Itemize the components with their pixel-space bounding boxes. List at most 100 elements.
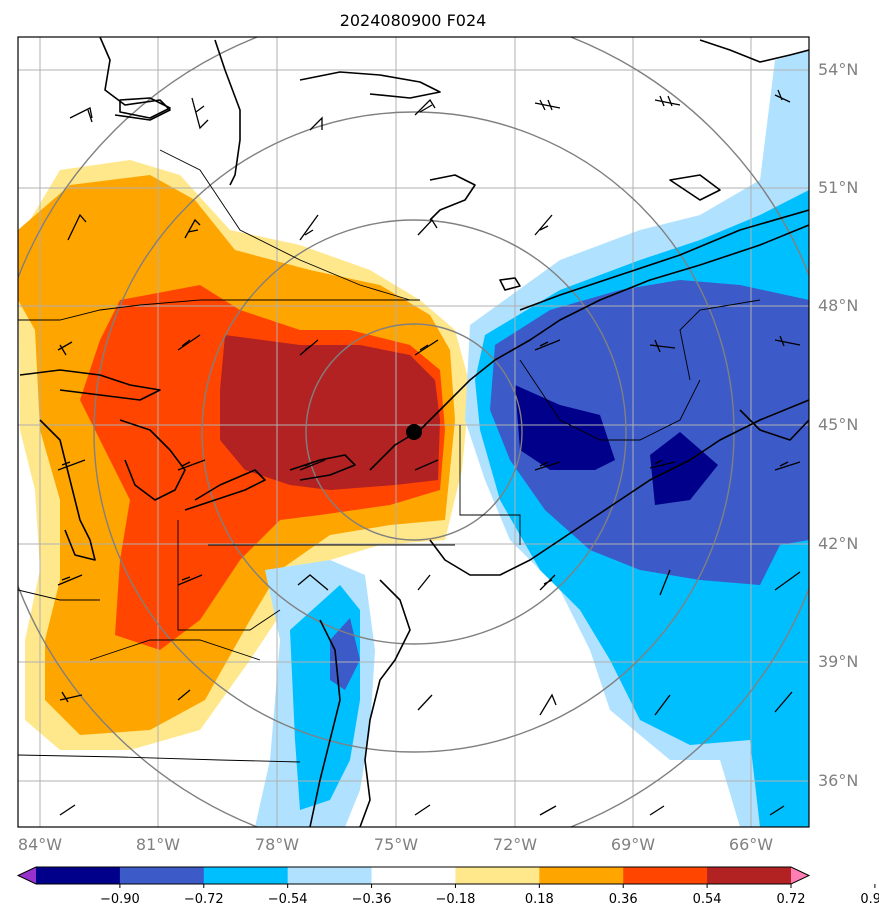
wind-barb (417, 218, 438, 236)
wind-barb (299, 459, 326, 471)
wind-barb (177, 334, 201, 351)
wind-barb (769, 805, 785, 816)
coastline-labrador (699, 39, 809, 63)
wind-barb (774, 571, 801, 591)
wind-barb (177, 689, 191, 701)
coastline-lake-ontario (289, 454, 356, 481)
wind-barb (417, 574, 431, 591)
coastline-gulf-st-lawrence (519, 209, 809, 311)
map-title: 2024080900 F024 (340, 11, 487, 30)
wind-barbs (57, 89, 801, 816)
coastline-new-england (429, 399, 809, 576)
wind-barb (177, 574, 203, 586)
wind-barb (649, 805, 665, 816)
colorbar-tick-label: 0.72 (777, 892, 806, 907)
lon-label: 66°W (729, 835, 773, 854)
wind-barb (69, 107, 93, 123)
boundary-ontario-quebec (159, 149, 411, 301)
colorbar-segment (539, 867, 624, 884)
wind-barb (67, 213, 87, 241)
wind-barb (774, 335, 801, 347)
wind-barb (59, 804, 76, 816)
wind-barb (534, 461, 561, 471)
lat-label: 54°N (818, 60, 858, 79)
wind-barb (649, 459, 676, 469)
coastline-lake-michigan (39, 419, 96, 561)
wind-barb (177, 459, 206, 471)
coastline-hudson-bay (214, 39, 241, 186)
coastline-ungava (299, 71, 441, 99)
wind-barb (774, 461, 801, 471)
lon-label: 69°W (611, 835, 655, 854)
wind-barb (774, 691, 793, 713)
colorbar-extend-high (791, 867, 809, 884)
wind-barb (184, 218, 201, 239)
wind-barb (539, 805, 557, 816)
lon-label: 81°W (136, 835, 180, 854)
range-ring-3 (93, 111, 735, 753)
lat-label: 48°N (818, 296, 858, 315)
wind-barb (539, 574, 556, 591)
colorbar-tick-label: −0.54 (268, 892, 308, 907)
wind-barb (414, 339, 439, 356)
colorbar-tick-label: −0.18 (436, 892, 476, 907)
colorbar-segment (707, 867, 792, 884)
colorbar-tick-label: −0.90 (100, 892, 140, 907)
colorbar-tick-label: −0.72 (184, 892, 224, 907)
coastline-nova-scotia (739, 409, 809, 441)
coastline-chesapeake (309, 619, 341, 827)
colorbar-segment (371, 867, 456, 884)
range-ring-1 (305, 323, 523, 541)
map-frame (17, 36, 810, 828)
colorbar-segment (119, 867, 205, 884)
wind-barb (57, 574, 83, 586)
colorbar-tick-label: 0.90 (860, 892, 879, 907)
longitude-labels: 84°W 81°W 78°W 75°W 72°W 69°W 66°W (18, 835, 773, 854)
positive-anomaly-field (18, 160, 470, 750)
lon-label: 72°W (493, 835, 537, 854)
coastline-anticosti (429, 174, 476, 221)
wind-barb (654, 694, 671, 716)
political-boundaries (18, 149, 761, 763)
wind-barb (774, 89, 791, 103)
wind-barb (414, 804, 431, 816)
lon-label: 75°W (374, 835, 418, 854)
graticule (18, 37, 809, 827)
colorbar-ticks: −0.90 −0.72 −0.54 −0.36 −0.18 0.18 0.36 … (100, 892, 879, 907)
wind-barb (297, 574, 329, 591)
wind-barb (299, 339, 319, 356)
coastline-lake-huron (119, 419, 186, 501)
lat-label: 36°N (818, 771, 858, 790)
colorbar-segment (455, 867, 540, 884)
wind-barb (414, 98, 436, 116)
boundary-pennsylvania (177, 520, 281, 631)
boundary-vt-nh (459, 425, 521, 545)
center-point-marker (406, 424, 422, 440)
colorbar-segment (287, 867, 373, 884)
coastline-lake-north (119, 97, 171, 119)
wind-barb (539, 693, 557, 716)
lat-label: 42°N (818, 534, 858, 553)
wind-barb (417, 694, 433, 711)
wind-barb (309, 116, 323, 131)
colorbar (16, 866, 876, 888)
wind-barb (534, 99, 561, 111)
lon-label: 84°W (18, 835, 62, 854)
colorbar-tick-label: −0.36 (352, 892, 392, 907)
lat-label: 39°N (818, 652, 858, 671)
colorbar-outline (16, 866, 811, 885)
boundary-virginia (18, 754, 301, 763)
wind-barb (414, 459, 439, 471)
coastline-james-bay (99, 37, 171, 121)
lon-label: 78°W (255, 835, 299, 854)
colorbar-tick-label: 0.54 (693, 892, 722, 907)
lat-label: 45°N (818, 415, 858, 434)
colorbar-segment (36, 867, 121, 884)
coastline-mid-atlantic (359, 579, 411, 827)
coastlines (19, 37, 809, 827)
map-area (18, 37, 809, 827)
colorbar-tick-label: 0.36 (609, 892, 638, 907)
colorbar-extend-low (18, 867, 36, 884)
range-rings (18, 37, 809, 827)
